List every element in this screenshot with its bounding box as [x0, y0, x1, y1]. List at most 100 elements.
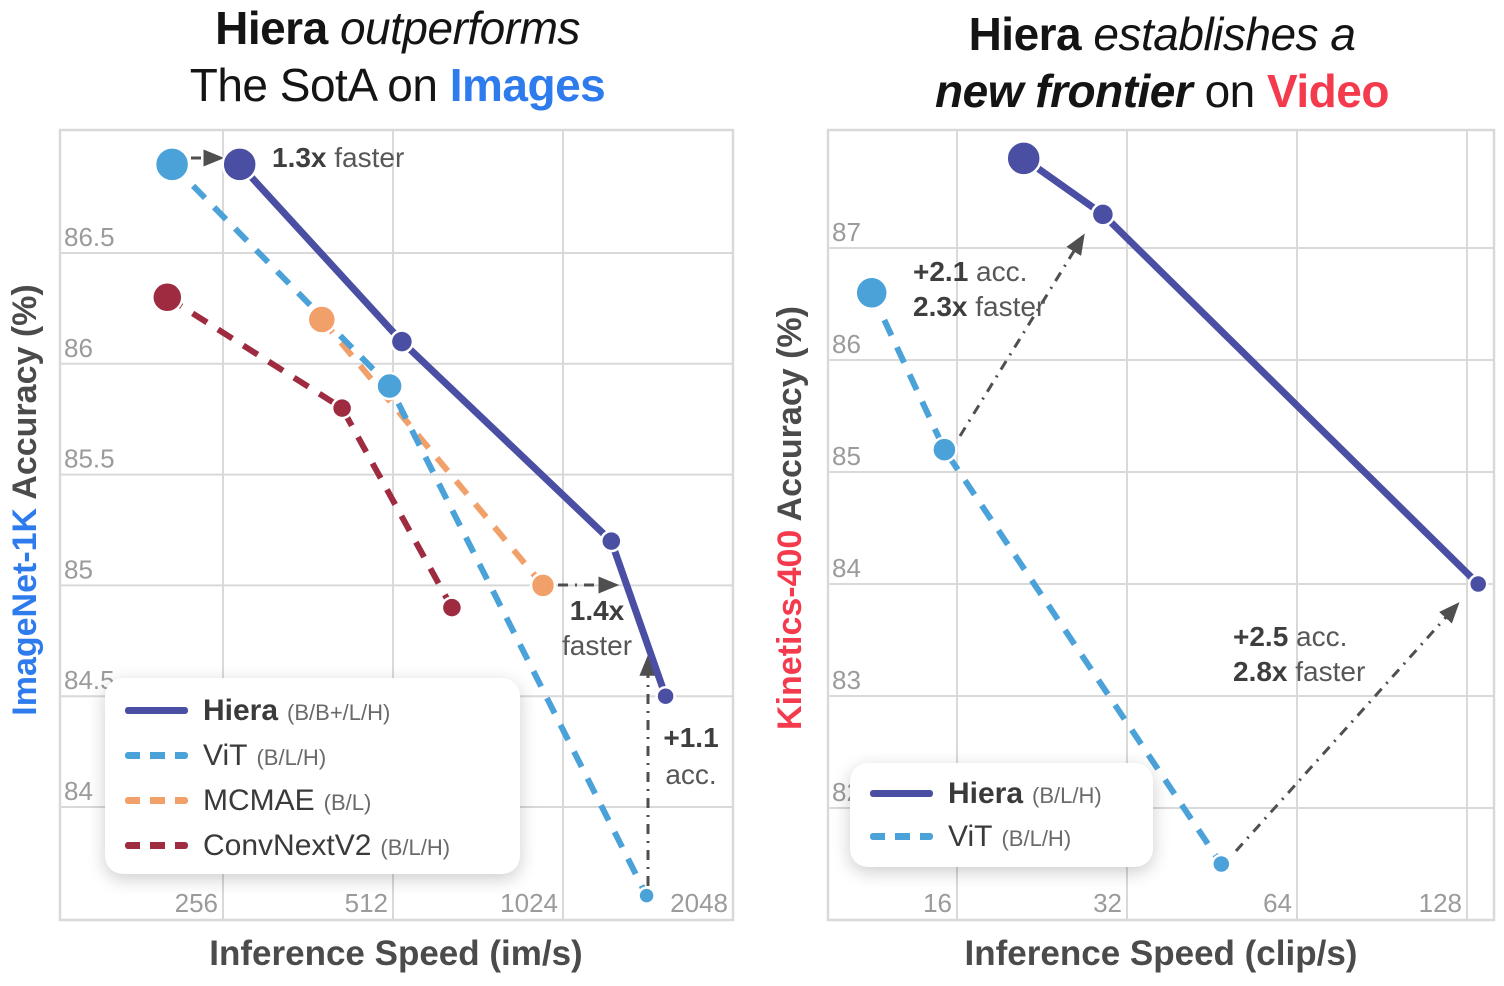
plot-border	[826, 128, 1496, 922]
title-word-on: on	[1192, 65, 1268, 117]
legend-item-mcmae: MCMAE (B/L)	[105, 778, 520, 823]
legend-label-mcmae: MCMAE	[203, 783, 315, 817]
right-chart-title: Hiera establishes a new frontier on Vide…	[812, 6, 1504, 120]
left-legend: Hiera (B/B+/L/H) ViT (B/L/H) MCMAE (B/L)…	[105, 678, 520, 874]
legend-item-vit-video: ViT (B/L/H)	[850, 815, 1153, 858]
annotation-text: 1.4x	[570, 595, 625, 626]
y-tick-label: 83	[832, 665, 861, 695]
y-tick-label: 85.5	[64, 444, 115, 474]
left-x-axis-title: Inference Speed (im/s)	[209, 934, 583, 973]
annotation-text: +2.5 acc.	[1233, 621, 1347, 652]
x-tick-label: 16	[923, 888, 952, 918]
legend-variants-hiera: (B/B+/L/H)	[287, 700, 391, 725]
title-word-hiera: Hiera	[215, 2, 328, 54]
legend-variants-convnextv2: (B/L/H)	[380, 835, 451, 860]
x-tick-label: 2048	[670, 888, 728, 918]
right-chart-title-line2: new frontier on Video	[812, 63, 1504, 120]
x-tick-label: 128	[1419, 888, 1462, 918]
x-tick-label: 1024	[500, 888, 558, 918]
annotation-text: +2.1 acc.	[913, 256, 1027, 287]
title-word-images: Images	[449, 59, 606, 111]
x-tick-label: 64	[1263, 888, 1292, 918]
legend-label-hiera: Hiera	[203, 693, 279, 727]
title-word-new-frontier: new frontier	[935, 65, 1193, 117]
legend-label-vit: ViT	[203, 738, 248, 772]
legend-label-convnextv2: ConvNextV2	[203, 828, 372, 862]
legend-line-sample-mcmae	[125, 797, 188, 804]
legend-line-sample-convnextv2	[125, 842, 188, 849]
data-point-mcmae	[306, 304, 338, 335]
y-tick-label: 86	[832, 329, 861, 359]
left-y-axis-rest: Accuracy (%)	[6, 284, 44, 508]
data-point-mcmae	[529, 572, 557, 599]
annotation-text: 2.8x faster	[1233, 656, 1365, 687]
annotation-text: faster	[562, 630, 632, 661]
data-point-vit	[1211, 853, 1232, 875]
data-point-hiera	[389, 329, 415, 354]
left-chart-title-line1: Hiera outperforms	[0, 0, 795, 57]
legend-label-vit-video: ViT	[948, 819, 993, 853]
series-line-hiera	[237, 162, 669, 698]
legend-item-convnextv2: ConvNextV2 (B/L/H)	[105, 823, 520, 868]
data-point-vit	[153, 146, 191, 183]
legend-label-hiera-video: Hiera	[948, 776, 1024, 810]
data-point-vit	[931, 436, 958, 463]
legend-item-hiera-video: Hiera (B/L/H)	[850, 772, 1153, 815]
data-point-convnextv2	[440, 596, 464, 619]
right-x-axis-title: Inference Speed (clip/s)	[964, 934, 1358, 973]
left-chart-title-line2: The SotA on Images	[0, 57, 795, 114]
data-point-hiera	[221, 146, 258, 183]
right-y-axis-dataset: Kinetics-400	[771, 529, 809, 730]
title-word-outperforms: outperforms	[327, 2, 580, 54]
series-line-hiera	[1021, 155, 1481, 587]
data-point-hiera	[655, 685, 676, 707]
data-point-vit	[375, 371, 404, 401]
y-tick-label: 86	[64, 333, 93, 363]
legend-line-sample-hiera-video	[870, 790, 933, 797]
legend-line-sample-vit	[125, 752, 188, 759]
right-chart-title-line1: Hiera establishes a	[812, 6, 1504, 63]
annotation-text: 2.3x faster	[913, 291, 1045, 322]
data-point-vit	[637, 886, 656, 905]
legend-line-sample-hiera	[125, 707, 188, 714]
legend-item-vit: ViT (B/L/H)	[105, 733, 520, 778]
plot-border	[58, 128, 735, 922]
title-word-establishes: establishes a	[1081, 8, 1356, 60]
right-y-axis-rest: Accuracy (%)	[771, 306, 809, 530]
title-word-sota: The SotA on	[189, 59, 450, 111]
x-tick-label: 512	[345, 888, 388, 918]
annotation-text: acc.	[665, 759, 716, 790]
left-chart-title: Hiera outperforms The SotA on Images	[0, 0, 795, 114]
legend-variants-vit: (B/L/H)	[256, 745, 327, 770]
y-tick-label: 87	[832, 217, 861, 247]
data-point-vit	[854, 275, 889, 311]
right-legend: Hiera (B/L/H) ViT (B/L/H)	[850, 763, 1153, 867]
y-tick-label: 84	[64, 776, 93, 806]
x-tick-label: 256	[175, 888, 218, 918]
y-tick-label: 85	[832, 441, 861, 471]
legend-line-sample-vit-video	[870, 833, 933, 840]
data-point-hiera	[1090, 202, 1116, 227]
left-y-axis-title: ImageNet-1K Accuracy (%)	[6, 190, 48, 810]
x-tick-label: 32	[1093, 888, 1122, 918]
y-tick-label: 85	[64, 554, 93, 584]
y-tick-label: 84	[832, 553, 861, 583]
data-point-hiera	[600, 529, 623, 553]
legend-item-hiera: Hiera (B/B+/L/H)	[105, 688, 520, 733]
right-y-axis-title: Kinetics-400 Accuracy (%)	[771, 208, 813, 828]
legend-variants-vit-video: (B/L/H)	[1001, 826, 1072, 851]
annotation-text: +1.1	[663, 722, 718, 753]
series-line-mcmae	[319, 317, 546, 588]
left-y-axis-dataset: ImageNet-1K	[6, 507, 44, 716]
data-point-hiera	[1005, 140, 1042, 177]
series-line-convnextv2	[165, 294, 455, 610]
data-point-convnextv2	[151, 281, 184, 314]
annotation-arrow	[1234, 602, 1460, 853]
y-tick-label: 86.5	[64, 222, 115, 252]
data-point-hiera	[1467, 573, 1489, 595]
data-point-convnextv2	[330, 396, 354, 420]
